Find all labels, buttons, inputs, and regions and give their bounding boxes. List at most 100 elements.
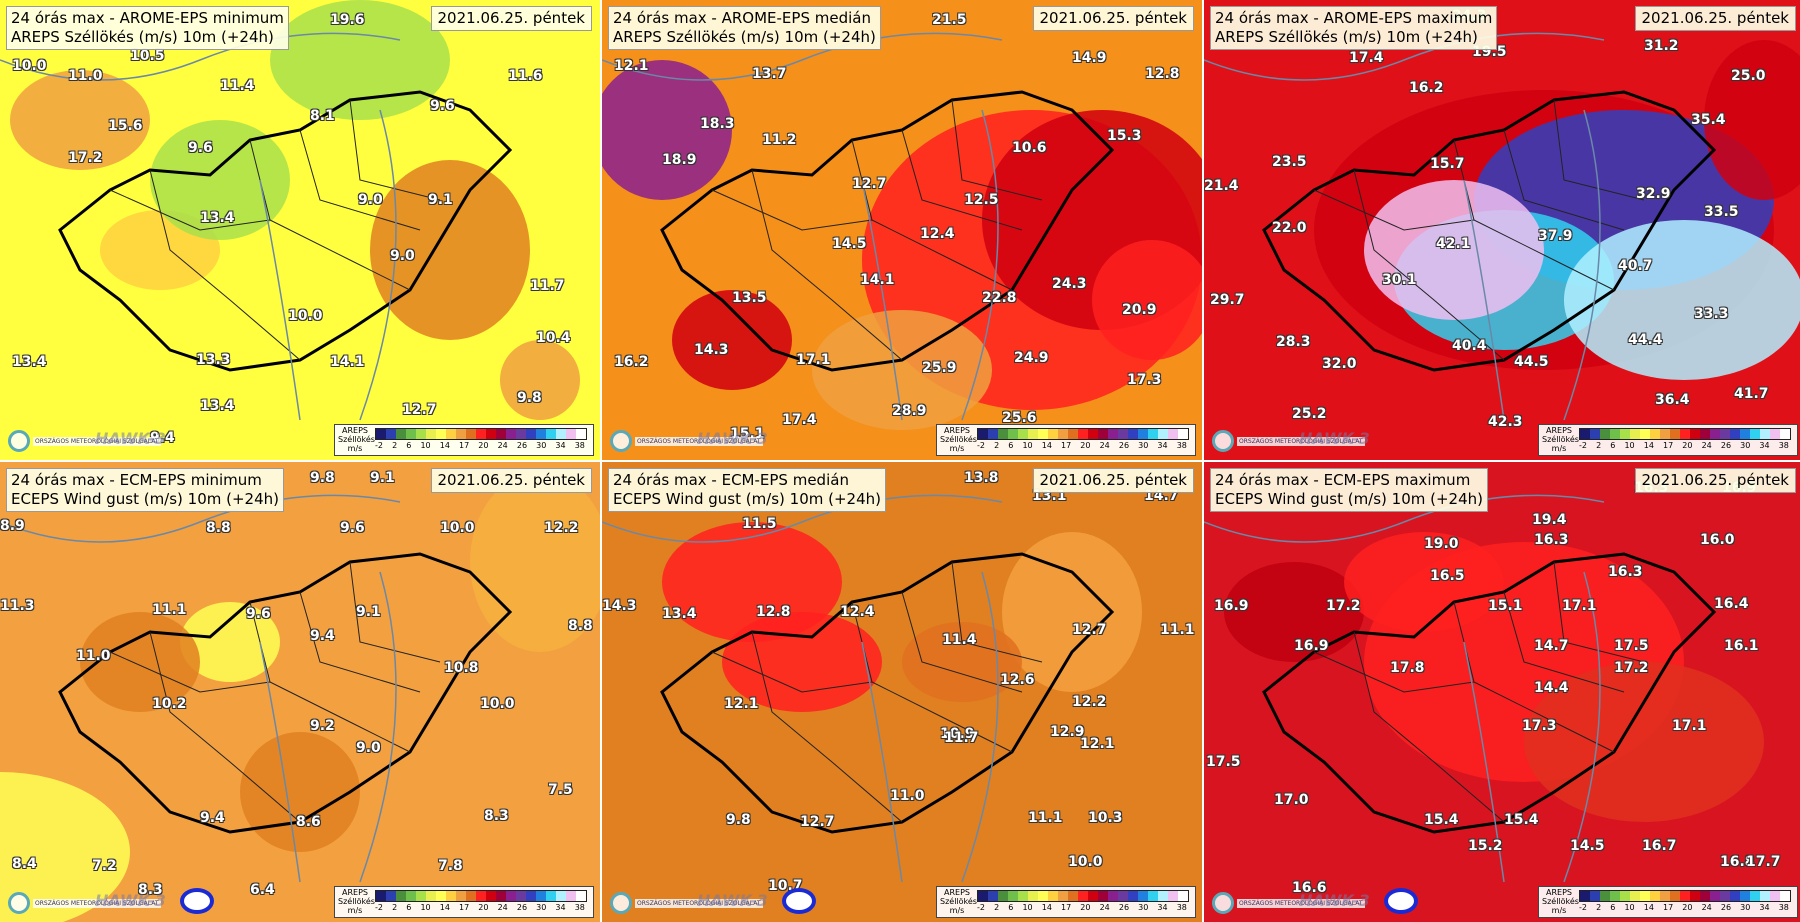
legend-tick-label: 38 bbox=[1778, 441, 1789, 450]
omsz-logo-text: ORSZÁGOS METEOROLÓGIAI SZOLGÁLAT bbox=[635, 898, 763, 908]
legend-title-line: m/s bbox=[1551, 906, 1567, 915]
legend-title-line: AREPS bbox=[944, 888, 970, 897]
legend-swatch bbox=[1038, 891, 1048, 901]
legend-swatch bbox=[436, 429, 446, 439]
gust-value-label: 9.1 bbox=[370, 470, 395, 486]
legend-swatch bbox=[566, 891, 576, 901]
legend-swatch bbox=[1178, 891, 1188, 901]
legend-swatch bbox=[1118, 429, 1128, 439]
legend-tick-label: 24 bbox=[497, 903, 508, 912]
gust-value-label: 9.1 bbox=[428, 192, 453, 208]
legend-swatch bbox=[1158, 429, 1168, 439]
gust-value-label: 11.6 bbox=[508, 68, 543, 84]
gust-value-label: 37.9 bbox=[1538, 228, 1573, 244]
legend-tick-label: 38 bbox=[1176, 441, 1187, 450]
ecmwf-logo-icon bbox=[180, 888, 214, 914]
legend-tick-label: 14 bbox=[1041, 903, 1052, 912]
wind-gust-area bbox=[240, 732, 360, 852]
gust-value-label: 10.8 bbox=[444, 660, 479, 676]
legend-title: AREPS Széllökés m/s bbox=[338, 426, 375, 453]
legend-tick-label: 10 bbox=[420, 441, 431, 450]
gust-value-label: 19.0 bbox=[1424, 536, 1459, 552]
gust-value-label: 16.2 bbox=[614, 354, 649, 370]
gust-value-label: 24.3 bbox=[1052, 276, 1087, 292]
gust-value-label: 28.9 bbox=[892, 403, 927, 419]
legend-swatch bbox=[426, 891, 436, 901]
legend-swatch bbox=[1038, 429, 1048, 439]
gust-value-label: 10.6 bbox=[1012, 140, 1047, 156]
gust-value-label: 12.2 bbox=[1072, 694, 1107, 710]
legend-swatch bbox=[1028, 429, 1038, 439]
legend-title: AREPS Széllökés m/s bbox=[940, 426, 977, 453]
legend-tick-label: 20 bbox=[1080, 441, 1091, 450]
gust-value-label: 13.4 bbox=[200, 210, 235, 226]
wind-gust-area bbox=[1344, 532, 1504, 632]
omsz-logo-text: ORSZÁGOS METEOROLÓGIAI SZOLGÁLAT bbox=[33, 436, 161, 446]
hawk-watermark: HAWK-3 bbox=[95, 429, 166, 448]
gust-value-label: 22.8 bbox=[982, 290, 1017, 306]
panel-title: 24 órás max - ECM-EPS maximum ECEPS Wind … bbox=[1210, 468, 1489, 512]
legend-tick-label: 34 bbox=[1157, 441, 1168, 450]
legend-swatch bbox=[556, 891, 566, 901]
legend-swatch bbox=[1178, 429, 1188, 439]
legend-title-line: AREPS bbox=[1546, 426, 1572, 435]
gust-value-label: 16.8 bbox=[1720, 854, 1755, 870]
legend-tick-label: 30 bbox=[1740, 903, 1751, 912]
legend-tick-label: 10 bbox=[1624, 441, 1635, 450]
legend-swatch bbox=[1068, 429, 1078, 439]
gust-value-label: 11.0 bbox=[76, 648, 111, 664]
legend-swatch bbox=[1700, 429, 1710, 439]
gust-value-label: 11.4 bbox=[942, 632, 977, 648]
gust-value-label: 21.4 bbox=[1204, 178, 1239, 194]
gust-value-label: 19.4 bbox=[1532, 512, 1567, 528]
legend-tick-label: -2 bbox=[1579, 903, 1587, 912]
legend-swatch bbox=[1028, 891, 1038, 901]
legend-title-line: AREPS bbox=[944, 426, 970, 435]
legend-tick-label: 14 bbox=[1041, 441, 1052, 450]
panel-title-main: 24 órás max - AROME-EPS maximum bbox=[1215, 9, 1493, 27]
legend-title-line: m/s bbox=[949, 444, 965, 453]
gust-value-label: 25.2 bbox=[1292, 406, 1327, 422]
legend-tick-label: 38 bbox=[1778, 903, 1789, 912]
wind-gust-area bbox=[80, 612, 200, 712]
gust-value-label: 14.3 bbox=[602, 598, 637, 614]
legend-swatch bbox=[1048, 429, 1058, 439]
omsz-logo-icon bbox=[8, 892, 30, 914]
legend-swatch bbox=[1630, 891, 1640, 901]
legend-tick-label: 24 bbox=[1701, 441, 1712, 450]
gust-value-label: 10.0 bbox=[12, 58, 47, 74]
gust-value-label: 18.9 bbox=[662, 152, 697, 168]
legend-swatch bbox=[496, 429, 506, 439]
legend-tick-label: 26 bbox=[516, 441, 528, 450]
gust-value-label: 11.2 bbox=[762, 132, 797, 148]
gust-value-label: 10.0 bbox=[288, 308, 323, 324]
wind-gust-area bbox=[0, 772, 130, 922]
legend-tick-label: 14 bbox=[439, 441, 450, 450]
panel-title-sub: ECEPS Wind gust (m/s) 10m (+24h) bbox=[1215, 490, 1484, 508]
gust-value-label: 14.5 bbox=[1570, 838, 1605, 854]
forecast-field bbox=[602, 0, 1202, 460]
gust-value-label: 15.1 bbox=[1488, 598, 1523, 614]
gust-value-label: 9.2 bbox=[310, 718, 335, 734]
legend-swatch bbox=[1730, 891, 1740, 901]
gust-value-label: 15.3 bbox=[1107, 128, 1142, 144]
gust-value-label: 30.1 bbox=[1382, 272, 1417, 288]
legend-swatch bbox=[476, 429, 486, 439]
legend-tick-label: 17 bbox=[1663, 441, 1674, 450]
wind-gust-area bbox=[500, 340, 580, 420]
legend-tick-label: 26 bbox=[1720, 903, 1732, 912]
legend-swatch bbox=[1740, 429, 1750, 439]
legend-swatch bbox=[1058, 891, 1068, 901]
legend-tick-label: -2 bbox=[375, 441, 383, 450]
legend-tick-label: 30 bbox=[1138, 903, 1149, 912]
gust-value-label: 10.3 bbox=[1088, 810, 1123, 826]
gust-value-label: 12.5 bbox=[964, 192, 999, 208]
legend-tick-label: -2 bbox=[977, 441, 985, 450]
gust-value-label: 9.8 bbox=[310, 470, 335, 486]
gust-value-label: 8.3 bbox=[138, 882, 163, 898]
legend-swatch bbox=[1620, 429, 1630, 439]
gust-value-label: 14.3 bbox=[694, 342, 729, 358]
gust-value-label: 9.6 bbox=[246, 606, 271, 622]
legend-swatch bbox=[1168, 891, 1178, 901]
